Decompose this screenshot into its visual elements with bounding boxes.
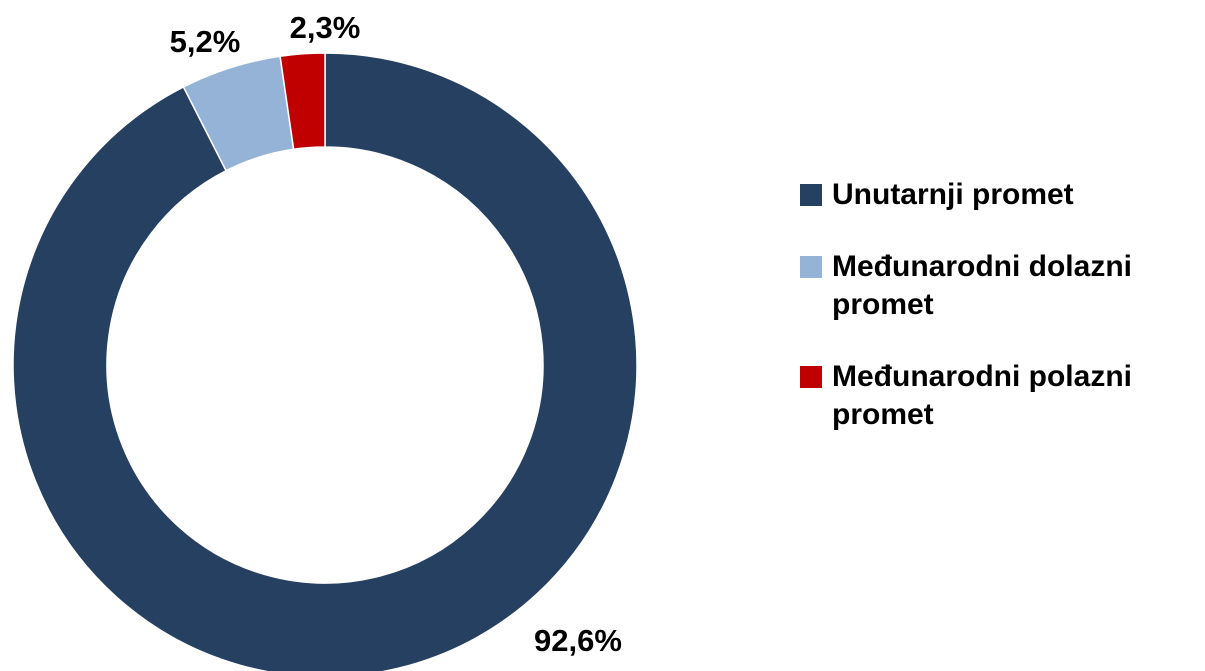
- legend-swatch: [800, 366, 822, 388]
- legend-item: Unutarnji promet: [800, 176, 1200, 214]
- donut-segment: [12, 52, 638, 671]
- data-label: 92,6%: [534, 623, 622, 658]
- legend-label: Međunarodni polazni promet: [832, 360, 1132, 431]
- data-label: 5,2%: [170, 24, 241, 59]
- legend-item: Međunarodni dolazni promet: [800, 248, 1200, 324]
- legend-swatch: [800, 184, 822, 206]
- legend: Unutarnji promet Međunarodni dolazni prom…: [800, 176, 1200, 468]
- legend-label: Međunarodni dolazni promet: [832, 250, 1132, 321]
- data-label: 2,3%: [290, 10, 361, 45]
- legend-item: Međunarodni polazni promet: [800, 358, 1200, 434]
- donut-segment: [279, 52, 326, 151]
- legend-swatch: [800, 256, 822, 278]
- legend-label: Unutarnji promet: [832, 178, 1074, 211]
